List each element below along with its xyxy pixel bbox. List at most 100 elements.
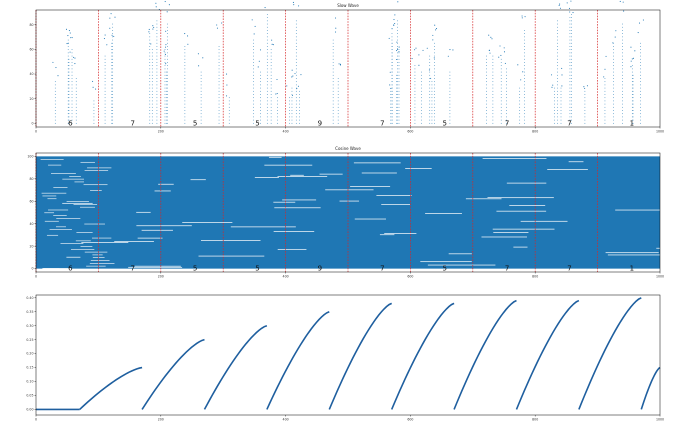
spike-point (112, 30, 114, 31)
spike-point (560, 87, 562, 89)
spike-point (291, 100, 293, 102)
spike-point (337, 90, 339, 92)
spike-point (291, 97, 293, 99)
spike-point (640, 74, 641, 76)
spike-point (332, 42, 334, 44)
spike-point (569, 97, 571, 99)
spike-point (198, 65, 200, 67)
spike-point (291, 87, 293, 89)
spike-point (632, 122, 634, 124)
spike-point (295, 46, 297, 47)
spike-point (337, 116, 339, 118)
spike-point (164, 58, 166, 60)
spike-point (604, 103, 606, 105)
spike-point (200, 97, 202, 99)
raster-gap (49, 229, 72, 230)
spike-point (398, 55, 400, 57)
raster-gap (350, 186, 391, 187)
spike-point (492, 58, 494, 60)
spike-point (397, 106, 398, 108)
spike-point (397, 97, 398, 99)
raster-gap (51, 173, 76, 174)
spike-point (75, 84, 77, 86)
spike-point (74, 57, 76, 59)
spike-point (295, 33, 297, 34)
spike-point (391, 81, 393, 83)
spike-point (519, 110, 521, 111)
spike-point (429, 106, 431, 108)
spike-point (166, 39, 168, 41)
spike-point (418, 64, 420, 66)
spike-point (71, 116, 73, 118)
raster-gap (506, 182, 547, 184)
spike-point (71, 110, 73, 111)
spike-point (492, 84, 494, 86)
spike-point (396, 87, 397, 89)
spike-point (397, 110, 398, 111)
spike-point (152, 28, 154, 30)
spike-point (397, 49, 398, 51)
spike-point (506, 81, 507, 83)
spike-point (289, 116, 290, 118)
spike-point (295, 30, 297, 31)
spike-point (104, 34, 106, 36)
spike-point (166, 87, 167, 89)
spike-point (631, 58, 633, 60)
spike-point (524, 78, 525, 79)
spike-point (632, 113, 634, 115)
spike-point (151, 90, 153, 92)
spike-point (112, 119, 114, 121)
spike-point (613, 49, 614, 51)
spike-point (291, 106, 293, 108)
spike-point (637, 32, 639, 34)
digit-label: 5 (193, 120, 197, 128)
spike-point (431, 103, 433, 105)
spike-point (640, 106, 641, 108)
spike-point (397, 20, 398, 22)
spike-point (622, 52, 623, 54)
y-tick-label: 20 (29, 244, 33, 248)
spike-point (68, 74, 70, 76)
spike-point (166, 94, 167, 95)
spike-point (112, 84, 114, 86)
spike-point (557, 71, 558, 73)
spike-point (260, 110, 261, 111)
spike-point (622, 113, 623, 115)
spike-point (164, 90, 166, 92)
spike-point (640, 100, 641, 102)
spike-point (218, 84, 220, 86)
spike-point (622, 65, 623, 67)
series-line (515, 299, 580, 410)
spike-point (622, 1, 624, 3)
spike-point (295, 116, 297, 118)
spike-point (68, 90, 70, 92)
spike-point (640, 52, 641, 54)
spike-point (622, 122, 623, 124)
digit-label: 7 (505, 120, 509, 128)
spike-point (557, 106, 558, 108)
spike-point (389, 84, 391, 86)
spike-point (584, 94, 586, 95)
raster-gap (425, 213, 462, 214)
spike-point (155, 2, 157, 4)
spike-point (184, 71, 186, 73)
spike-point (92, 86, 94, 88)
spike-point (112, 46, 114, 47)
spike-point (519, 116, 521, 118)
spike-point (111, 46, 113, 47)
spike-point (334, 17, 337, 19)
spike-point (332, 84, 334, 86)
spike-point (604, 122, 606, 124)
spike-point (486, 113, 487, 115)
spike-point (266, 23, 268, 25)
spike-point (104, 71, 106, 73)
spike-point (640, 65, 641, 67)
spike-point (270, 100, 272, 102)
spike-point (164, 52, 166, 54)
spike-point (557, 113, 558, 115)
spike-point (426, 47, 428, 49)
spike-point (68, 116, 70, 118)
spike-point (112, 113, 114, 115)
spike-point (291, 69, 293, 71)
spike-point (260, 122, 261, 124)
